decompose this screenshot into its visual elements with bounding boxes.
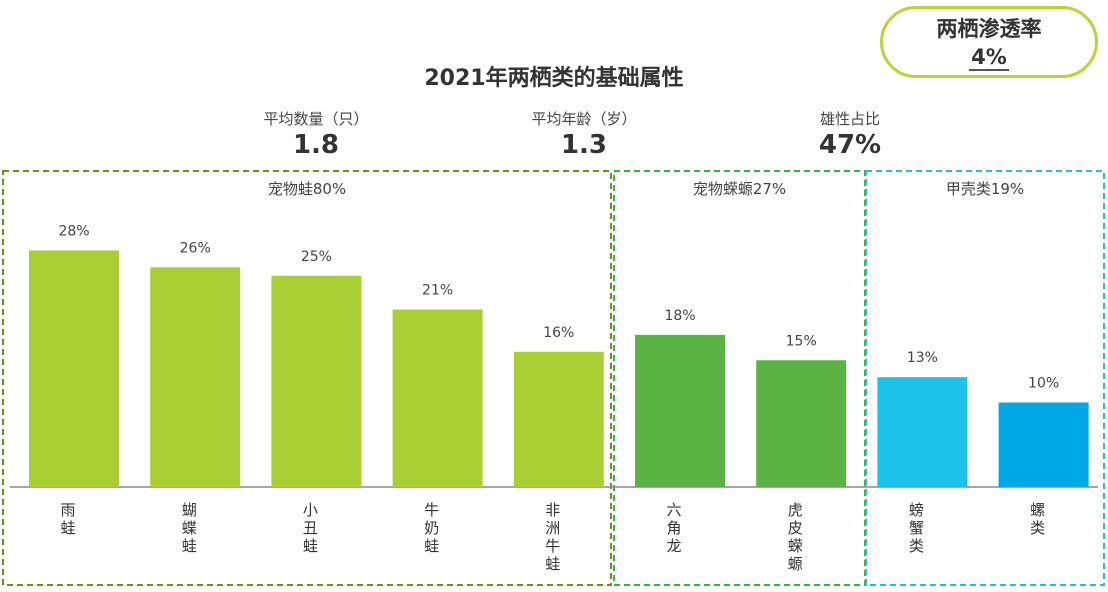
category-label: 虎皮蝾螈 xyxy=(788,501,803,573)
penetration-rate-badge: 两栖渗透率 4% xyxy=(880,6,1098,78)
stat-male-ratio: 雄性占比 47% xyxy=(750,108,950,160)
bar-value-label: 18% xyxy=(664,308,695,324)
bar-value-label: 21% xyxy=(422,283,453,299)
group-frame xyxy=(613,170,866,586)
bar-value-label: 13% xyxy=(907,350,938,366)
bar xyxy=(513,351,604,487)
bar xyxy=(150,267,241,487)
bar xyxy=(271,275,362,487)
bar-value-label: 25% xyxy=(301,249,332,265)
stat-value: 1.3 xyxy=(560,130,608,160)
bar-value-label: 26% xyxy=(180,240,211,256)
group-frame xyxy=(2,170,612,586)
penetration-rate-value: 4% xyxy=(969,45,1009,71)
group-label: 甲壳类19% xyxy=(946,180,1024,198)
bar-value-label: 15% xyxy=(786,333,817,349)
stat-label: 雄性占比 xyxy=(819,110,880,128)
category-label: 非洲牛蛙 xyxy=(545,501,560,573)
group-label: 宠物蛙80% xyxy=(268,180,346,198)
stat-label: 平均年龄（岁） xyxy=(531,110,637,128)
category-label: 雨蛙 xyxy=(60,501,75,537)
bar xyxy=(756,360,847,487)
category-label: 六角龙 xyxy=(666,501,681,555)
bar-value-label: 10% xyxy=(1028,376,1059,392)
category-label: 螃蟹类 xyxy=(909,501,924,555)
stat-average-count: 平均数量（只） 1.8 xyxy=(216,108,416,160)
bar xyxy=(877,377,968,487)
category-label: 小丑蛙 xyxy=(303,501,318,555)
bar xyxy=(635,334,725,487)
bar xyxy=(29,250,119,487)
group-label: 宠物蝾螈27% xyxy=(693,180,786,198)
penetration-rate-label: 两栖渗透率 xyxy=(936,17,1042,41)
stat-average-age: 平均年龄（岁） 1.3 xyxy=(484,108,684,160)
stat-value: 1.8 xyxy=(292,130,340,160)
chart-title: 2021年两栖类的基础属性 xyxy=(424,66,684,91)
category-label: 蝴蝶蛙 xyxy=(182,501,197,555)
bar-value-label: 16% xyxy=(543,325,574,341)
group-frame xyxy=(865,170,1105,586)
bar xyxy=(392,309,483,487)
category-label: 牛奶蛙 xyxy=(424,501,439,555)
category-label: 螺类 xyxy=(1030,501,1045,537)
stat-label: 平均数量（只） xyxy=(263,110,369,128)
stat-value: 47% xyxy=(818,130,882,160)
bar xyxy=(998,402,1089,487)
bar-value-label: 28% xyxy=(58,223,89,239)
